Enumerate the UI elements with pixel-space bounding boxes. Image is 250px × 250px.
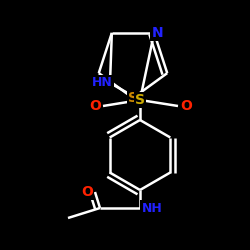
Text: HN: HN xyxy=(92,76,112,90)
Text: N: N xyxy=(151,26,163,40)
Text: S: S xyxy=(128,91,138,105)
Text: NH: NH xyxy=(142,202,163,214)
Text: O: O xyxy=(180,99,192,113)
Text: O: O xyxy=(81,185,93,199)
Text: O: O xyxy=(89,99,101,113)
Text: S: S xyxy=(135,93,145,107)
